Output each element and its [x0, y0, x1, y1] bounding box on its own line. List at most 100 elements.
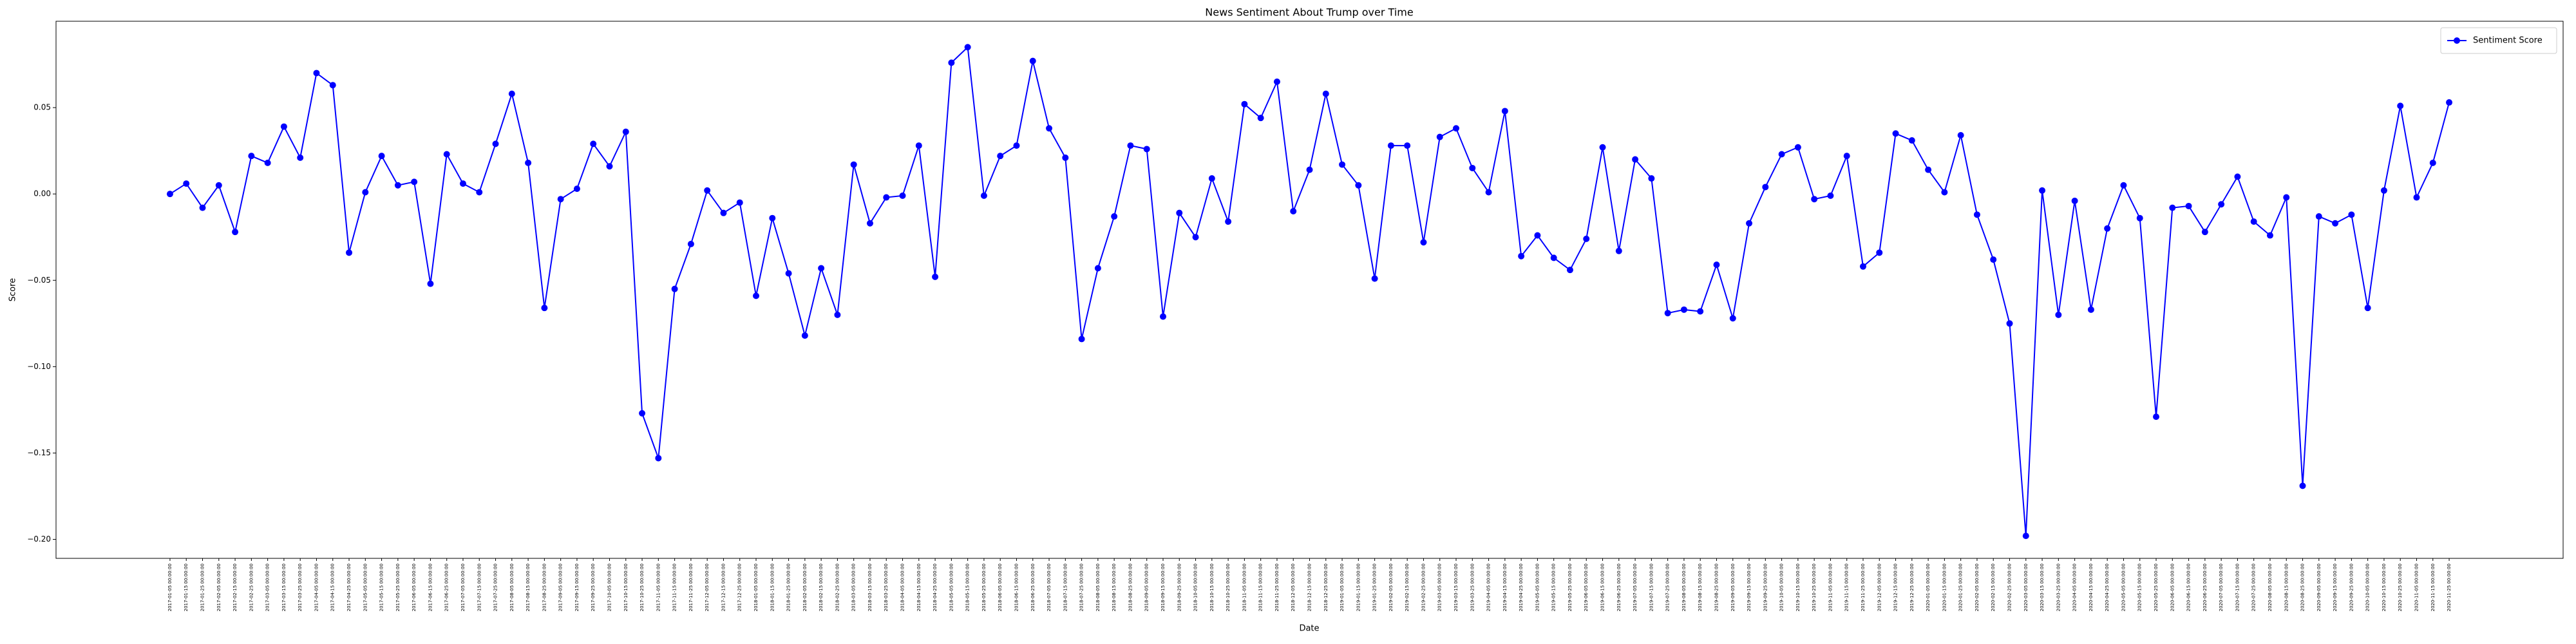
- x-tick-label: 2017-05-25 00:00:00: [395, 564, 401, 611]
- data-point: [1762, 184, 1769, 191]
- x-tick-label: 2020-11-05 00:00:00: [2414, 564, 2419, 611]
- data-point: [2120, 182, 2127, 189]
- data-point: [1713, 261, 1720, 269]
- x-tick-label: 2019-09-25 00:00:00: [1763, 564, 1768, 611]
- data-point: [606, 163, 613, 170]
- data-point: [1615, 247, 1622, 254]
- data-point: [639, 410, 646, 417]
- x-tick-label: 2020-07-25 00:00:00: [2251, 564, 2257, 611]
- x-tick-label: 2018-05-15 00:00:00: [965, 564, 971, 611]
- x-tick-label: 2018-10-15 00:00:00: [1209, 564, 1215, 611]
- data-point: [769, 214, 776, 222]
- x-tick-label: 2020-03-15 00:00:00: [2040, 564, 2045, 611]
- x-tick-label: 2018-01-25 00:00:00: [786, 564, 791, 611]
- data-point: [1973, 211, 1980, 218]
- x-tick-label: 2019-10-25 00:00:00: [1812, 564, 1817, 611]
- x-tick-label: 2019-02-15 00:00:00: [1405, 564, 1410, 611]
- data-point: [1029, 57, 1036, 64]
- data-point: [1941, 189, 1948, 196]
- data-point: [801, 332, 808, 339]
- x-tick-label: 2018-02-05 00:00:00: [802, 564, 808, 611]
- x-tick-label: 2018-07-05 00:00:00: [1046, 564, 1052, 611]
- data-point: [1371, 275, 1378, 282]
- data-point: [1843, 153, 1850, 160]
- data-point: [1273, 78, 1280, 85]
- x-tick-label: 2018-04-05 00:00:00: [900, 564, 905, 611]
- x-tick-label: 2017-11-15 00:00:00: [672, 564, 677, 611]
- data-point: [964, 44, 971, 51]
- data-point: [508, 90, 515, 97]
- data-point: [834, 311, 841, 318]
- data-point: [2136, 214, 2143, 222]
- data-point: [671, 285, 678, 292]
- x-tick-label: 2019-02-05 00:00:00: [1388, 564, 1394, 611]
- data-point: [1322, 90, 1329, 97]
- data-point: [1583, 235, 1590, 242]
- data-point: [1892, 130, 1899, 137]
- data-point: [1436, 133, 1443, 140]
- data-point: [590, 140, 597, 147]
- x-tick-label: 2020-05-25 00:00:00: [2154, 564, 2159, 611]
- data-point: [492, 140, 499, 147]
- data-point: [2087, 306, 2094, 313]
- x-tick-label: 2019-11-05 00:00:00: [1828, 564, 1833, 611]
- data-point: [1632, 156, 1639, 163]
- data-point: [313, 70, 320, 77]
- x-tick-label: 2017-07-15 00:00:00: [477, 564, 482, 611]
- x-tick-label: 2017-07-25 00:00:00: [493, 564, 498, 611]
- data-point: [2446, 99, 2453, 106]
- x-tick-label: 2017-02-15 00:00:00: [232, 564, 238, 611]
- data-point: [866, 220, 873, 227]
- x-tick-label: 2017-09-25 00:00:00: [591, 564, 596, 611]
- x-tick-label: 2018-02-25 00:00:00: [835, 564, 840, 611]
- data-point: [2283, 194, 2290, 201]
- x-tick-label: 2019-08-25 00:00:00: [1714, 564, 1719, 611]
- data-point: [1387, 142, 1394, 149]
- data-point: [1013, 142, 1020, 149]
- legend-label: Sentiment Score: [2473, 36, 2543, 46]
- x-tick-label: 2017-11-05 00:00:00: [656, 564, 661, 611]
- x-tick-label: 2017-06-05 00:00:00: [412, 564, 417, 611]
- x-tick-label: 2019-08-15 00:00:00: [1698, 564, 1703, 611]
- y-tick-label: −0.10: [27, 362, 51, 371]
- data-point: [264, 159, 271, 166]
- data-point: [199, 204, 206, 211]
- x-tick-label: 2017-10-05 00:00:00: [607, 564, 612, 611]
- data-point: [1062, 154, 1069, 161]
- x-tick-label: 2019-12-25 00:00:00: [1909, 564, 1915, 611]
- data-point: [720, 209, 727, 216]
- x-tick-label: 2020-05-05 00:00:00: [2121, 564, 2126, 611]
- data-point: [2234, 173, 2241, 180]
- data-point: [573, 185, 580, 193]
- x-tick-label: 2019-07-25 00:00:00: [1665, 564, 1671, 611]
- x-tick-label: 2017-04-05 00:00:00: [314, 564, 319, 611]
- data-point: [476, 189, 483, 196]
- data-point: [2185, 202, 2192, 209]
- x-tick-label: 2018-06-15 00:00:00: [1014, 564, 1019, 611]
- x-tick-label: 2018-05-25 00:00:00: [981, 564, 987, 611]
- x-tick-label: 2017-08-25 00:00:00: [542, 564, 547, 611]
- x-tick-label: 2020-01-25 00:00:00: [1958, 564, 1964, 611]
- x-tick-label: 2017-04-15 00:00:00: [330, 564, 336, 611]
- data-point: [2071, 197, 2078, 204]
- x-tick-label: 2020-06-15 00:00:00: [2186, 564, 2192, 611]
- data-point: [2104, 225, 2111, 232]
- series-line: [169, 46, 2450, 536]
- data-point: [2153, 413, 2160, 421]
- data-point: [785, 270, 792, 277]
- data-point: [1908, 137, 1915, 144]
- x-tick-label: 2017-06-15 00:00:00: [428, 564, 433, 611]
- x-tick-label: 2018-12-05 00:00:00: [1291, 564, 1296, 611]
- x-tick-label: 2019-03-25 00:00:00: [1470, 564, 1475, 611]
- x-tick-label: 2018-02-15 00:00:00: [819, 564, 824, 611]
- x-tick-label: 2019-05-25 00:00:00: [1567, 564, 1573, 611]
- x-tick-label: 2019-04-25 00:00:00: [1519, 564, 1524, 611]
- x-tick-label: 2019-12-15 00:00:00: [1893, 564, 1899, 611]
- x-tick-label: 2018-03-25 00:00:00: [884, 564, 889, 611]
- x-tick-label: 2019-05-05 00:00:00: [1535, 564, 1540, 611]
- x-tick-label: 2019-02-25 00:00:00: [1421, 564, 1426, 611]
- data-point: [997, 153, 1004, 160]
- legend-marker: [2454, 37, 2460, 44]
- data-point: [932, 273, 939, 280]
- data-point: [541, 305, 548, 312]
